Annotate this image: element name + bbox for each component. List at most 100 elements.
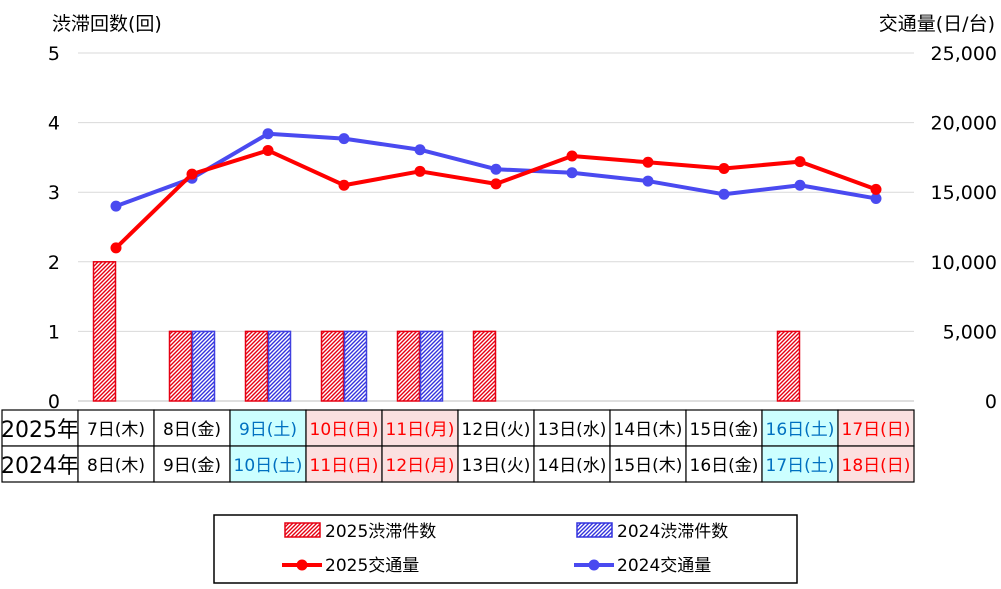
right-axis-ticks: 0 5,000 10,000 15,000 20,000 25,000 <box>931 43 997 413</box>
date-cell <box>305 445 383 483</box>
bar-2025 <box>244 330 269 402</box>
point-2024 <box>338 133 350 145</box>
point-2025 <box>414 165 426 177</box>
date-label: 10日(日) <box>310 420 379 440</box>
date-label: 17日(日) <box>842 420 911 440</box>
bar-2025 <box>168 330 193 402</box>
date-label: 8日(金) <box>163 420 221 440</box>
date-cell <box>381 445 459 483</box>
legend-marker-line-2025 <box>296 559 308 571</box>
legend-label-bar-2025: 2025渋滞件数 <box>325 522 436 542</box>
date-cell <box>457 445 535 483</box>
legend-label-bar-2024: 2024渋滞件数 <box>617 522 728 542</box>
point-2025 <box>566 150 578 162</box>
left-tick-label: 3 <box>48 182 60 204</box>
date-label: 13日(火) <box>462 456 531 476</box>
date-label: 11日(日) <box>310 456 379 476</box>
date-cell <box>305 409 383 447</box>
right-tick-label: 15,000 <box>931 182 997 204</box>
date-label: 14日(木) <box>614 420 683 440</box>
point-2025 <box>870 183 882 195</box>
bar-2025 <box>92 261 117 402</box>
point-2024 <box>718 188 730 200</box>
date-cell <box>457 409 535 447</box>
point-2024 <box>262 128 274 140</box>
date-table: 2025年 7日(木) 8日(金) 9日(土) 10日(日) 11日(月) 12日(火) 13… <box>1 409 915 483</box>
date-label: 8日(木) <box>87 456 145 476</box>
left-axis-label: 渋滞回数(回) <box>52 13 162 35</box>
date-cell <box>77 409 155 447</box>
date-cell <box>837 445 915 483</box>
legend: 2025渋滞件数 2024渋滞件数 2025交通量 2024交通量 <box>213 514 798 584</box>
point-2025 <box>490 178 502 190</box>
bar-2025 <box>320 330 345 402</box>
point-2025 <box>262 144 274 156</box>
date-cell <box>77 445 155 483</box>
point-2025 <box>718 163 730 175</box>
point-2024 <box>642 175 654 187</box>
date-cell <box>685 409 763 447</box>
date-cell <box>153 445 231 483</box>
bar-2024 <box>191 330 216 402</box>
date-cell <box>761 409 839 447</box>
bar-2024 <box>267 330 292 402</box>
point-2024 <box>414 144 426 156</box>
left-tick-label: 2 <box>48 252 60 274</box>
legend-label-line-2024: 2024交通量 <box>617 556 711 576</box>
point-2024 <box>566 167 578 179</box>
row-label: 2025年 <box>1 418 79 443</box>
date-label: 14日(水) <box>538 456 607 476</box>
point-2024 <box>870 192 882 204</box>
right-tick-label: 10,000 <box>931 252 997 274</box>
bar-series <box>92 261 801 402</box>
legend-swatch-bar-2024 <box>576 522 613 538</box>
date-cell <box>837 409 915 447</box>
left-tick-label: 5 <box>48 43 60 65</box>
right-tick-label: 20,000 <box>931 113 997 135</box>
bar-2024 <box>343 330 368 402</box>
date-label: 16日(土) <box>766 420 835 440</box>
point-2025 <box>110 242 122 254</box>
date-label: 15日(金) <box>690 420 759 440</box>
gridlines <box>78 52 914 402</box>
date-label: 9日(土) <box>239 420 297 440</box>
point-2025 <box>338 179 350 191</box>
date-cell <box>685 445 763 483</box>
point-2025 <box>642 156 654 168</box>
row-label-cell <box>1 445 79 483</box>
date-label: 11日(月) <box>386 420 455 440</box>
date-label: 15日(木) <box>614 456 683 476</box>
date-cell <box>609 445 687 483</box>
right-tick-label: 25,000 <box>931 43 997 65</box>
left-axis-ticks: 0 1 2 3 4 5 <box>48 43 60 413</box>
left-tick-label: 1 <box>48 321 60 343</box>
bar-2025 <box>776 330 801 402</box>
point-2024 <box>110 200 122 212</box>
date-cell <box>381 409 459 447</box>
bar-2024 <box>419 330 444 402</box>
date-cell <box>533 409 611 447</box>
date-cell <box>533 445 611 483</box>
left-tick-label: 4 <box>48 113 60 135</box>
date-cell <box>229 445 307 483</box>
point-2024 <box>794 179 806 191</box>
left-tick-label: 0 <box>48 391 60 413</box>
date-label: 7日(木) <box>87 420 145 440</box>
point-2025 <box>186 168 198 180</box>
point-2024 <box>490 163 502 175</box>
legend-swatch-bar-2025 <box>284 522 321 538</box>
date-cell <box>761 445 839 483</box>
legend-marker-line-2024 <box>588 559 600 571</box>
legend-label-line-2025: 2025交通量 <box>325 556 419 576</box>
date-label: 12日(月) <box>386 456 455 476</box>
date-label: 13日(水) <box>538 420 607 440</box>
right-tick-label: 5,000 <box>943 321 997 343</box>
point-2025 <box>794 156 806 168</box>
bar-2025 <box>396 330 421 402</box>
right-tick-label: 0 <box>985 391 997 413</box>
date-label: 10日(土) <box>234 456 303 476</box>
date-cell <box>609 409 687 447</box>
date-label: 16日(金) <box>690 456 759 476</box>
line-series <box>110 128 882 254</box>
